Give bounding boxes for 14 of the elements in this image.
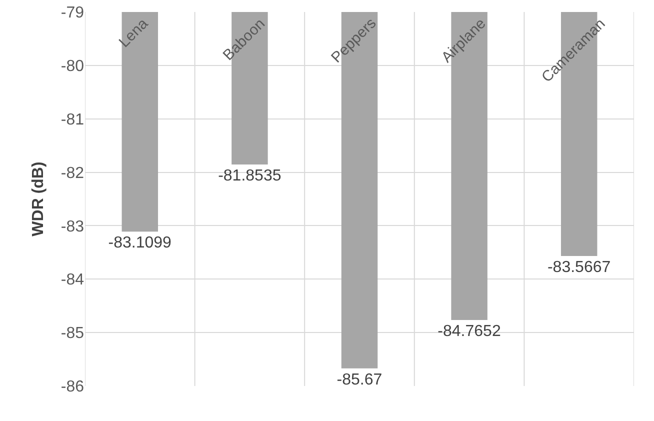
data-label: -83.1099 <box>108 234 172 252</box>
data-label: -85.67 <box>336 371 382 388</box>
y-tick-label: -79 <box>60 4 84 22</box>
data-label: -83.5667 <box>547 258 611 276</box>
data-label: -81.8535 <box>218 167 282 184</box>
data-label: -84.7652 <box>438 323 501 340</box>
y-tick-label: -80 <box>60 58 84 76</box>
y-tick-label: -81 <box>60 111 84 128</box>
y-tick-label: -83 <box>60 218 84 236</box>
y-axis-title: WDR (dB) <box>30 162 47 236</box>
y-tick-label: -82 <box>60 164 84 182</box>
y-tick-label: -86 <box>60 378 84 396</box>
y-tick-label: -84 <box>60 272 84 289</box>
y-tick-label: -85 <box>60 325 84 342</box>
